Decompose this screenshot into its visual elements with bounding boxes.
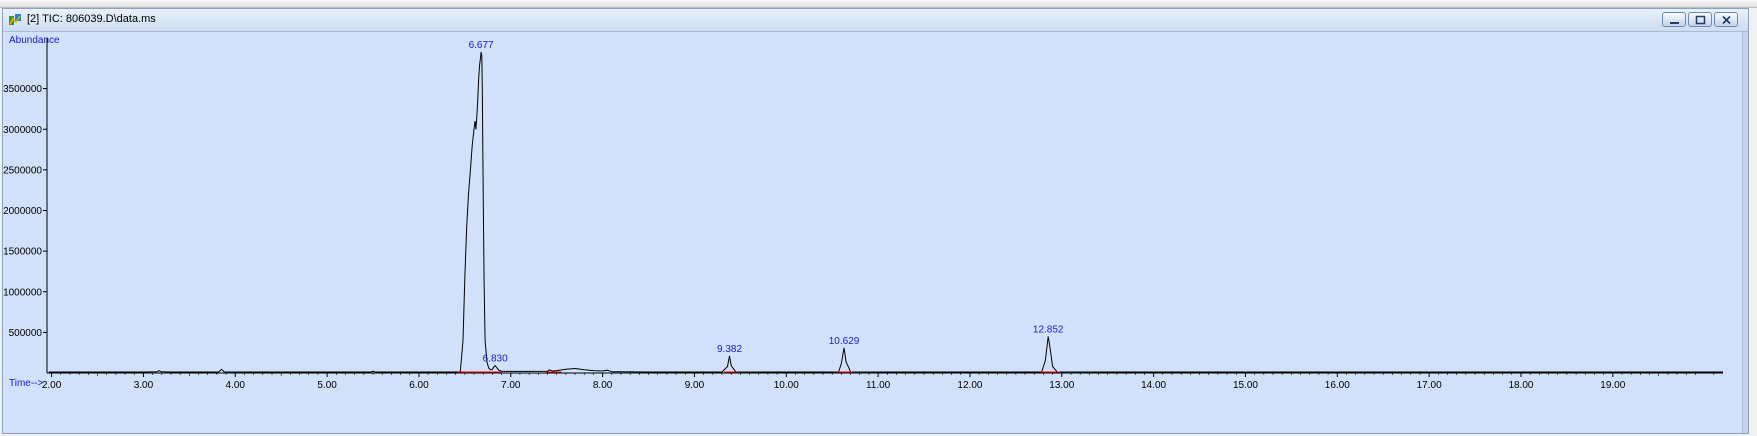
maximize-button[interactable] bbox=[1688, 12, 1712, 27]
peak-label: 6.677 bbox=[469, 40, 494, 51]
tic-chromatogram-chart: 500000 1000000 1500000 2000000 2500000 300000… bbox=[3, 35, 1723, 391]
x-tick-label: 15.00 bbox=[1233, 380, 1258, 391]
minimize-button[interactable] bbox=[1662, 12, 1686, 27]
y-tick-label: 2500000 bbox=[3, 165, 42, 176]
peak-label: 9.382 bbox=[717, 344, 742, 355]
chromatogram-app-icon bbox=[8, 13, 22, 27]
window-right-edge bbox=[1742, 32, 1748, 433]
window-title: [2] TIC: 806039.D\data.ms bbox=[27, 13, 156, 25]
x-axis-label: Time--> bbox=[9, 378, 44, 389]
x-tick-label: 3.00 bbox=[134, 380, 154, 391]
tic-trace-line bbox=[48, 52, 1723, 373]
x-tick-label: 19.00 bbox=[1600, 380, 1625, 391]
x-tick-label: 4.00 bbox=[226, 380, 246, 391]
chart-marks: 6.677 6.830 9.382 10.629 12.852 bbox=[48, 40, 1723, 373]
x-tick-label: 16.00 bbox=[1325, 380, 1350, 391]
close-icon bbox=[1722, 15, 1731, 25]
y-tick-label: 1000000 bbox=[3, 287, 42, 298]
peak-label: 6.830 bbox=[483, 354, 508, 365]
minimize-icon bbox=[1670, 22, 1679, 24]
x-tick-label: 17.00 bbox=[1417, 380, 1442, 391]
x-tick-label: 11.00 bbox=[866, 380, 891, 391]
x-tick-label: 5.00 bbox=[317, 380, 337, 391]
y-tick-label: 2000000 bbox=[3, 206, 42, 217]
y-tick-label: 3000000 bbox=[3, 125, 42, 136]
chromatogram-window: [2] TIC: 806039.D\data.ms 500000 1000000 1… bbox=[2, 8, 1749, 434]
peak-label: 12.852 bbox=[1033, 324, 1064, 335]
y-tick-label: 500000 bbox=[9, 328, 43, 339]
y-tick-label: 3500000 bbox=[3, 84, 42, 95]
window-titlebar[interactable]: [2] TIC: 806039.D\data.ms bbox=[3, 9, 1748, 32]
y-tick-label: 1500000 bbox=[3, 247, 42, 258]
x-tick-label: 8.00 bbox=[593, 380, 613, 391]
x-tick-label: 12.00 bbox=[957, 380, 982, 391]
x-tick-label: 10.00 bbox=[774, 380, 799, 391]
parent-toolbar-strip bbox=[0, 0, 1757, 8]
x-tick-label: 18.00 bbox=[1508, 380, 1533, 391]
maximize-icon bbox=[1695, 15, 1706, 25]
x-tick-label: 2.00 bbox=[42, 380, 62, 391]
x-tick-label: 9.00 bbox=[685, 380, 705, 391]
x-tick-label: 14.00 bbox=[1141, 380, 1166, 391]
y-axis-label: Abundance bbox=[9, 35, 60, 46]
chart-plot-area[interactable]: 500000 1000000 1500000 2000000 2500000 300000… bbox=[3, 32, 1743, 433]
close-button[interactable] bbox=[1714, 12, 1738, 27]
peak-label: 10.629 bbox=[829, 336, 860, 347]
chart-axes: 500000 1000000 1500000 2000000 2500000 300000… bbox=[3, 38, 1723, 391]
x-tick-label: 6.00 bbox=[409, 380, 429, 391]
x-tick-label: 7.00 bbox=[501, 380, 521, 391]
x-tick-label: 13.00 bbox=[1049, 380, 1074, 391]
